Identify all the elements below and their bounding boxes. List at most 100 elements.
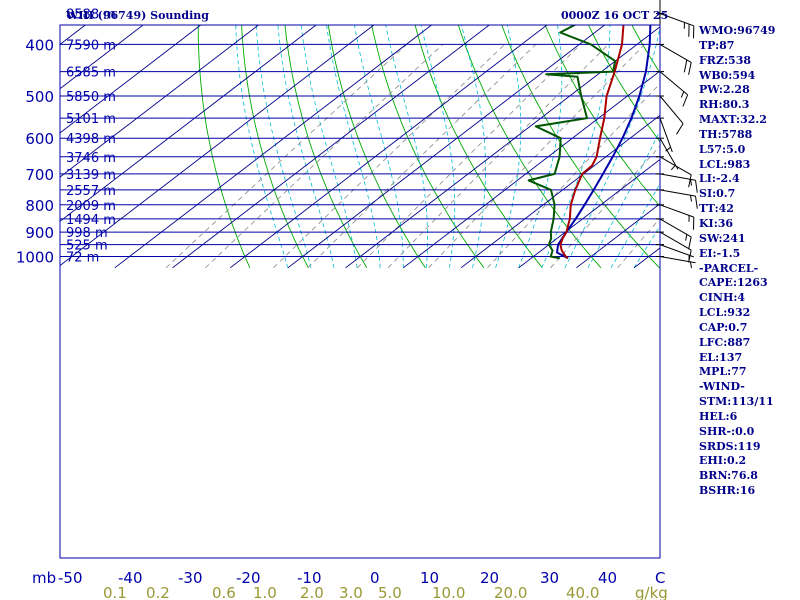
index-value: TT:42 xyxy=(699,202,734,216)
mixing-ratio-label: 0.6 xyxy=(212,584,236,600)
temperature-tick-label: -20 xyxy=(236,569,261,587)
isotherm xyxy=(172,25,490,269)
dry-adiabat xyxy=(197,25,251,268)
index-value: LCL:983 xyxy=(699,157,751,171)
dry-adiabat xyxy=(587,25,660,143)
mixing-ratio-line xyxy=(273,44,505,269)
temperature-tick-label: C xyxy=(655,569,665,587)
parcel-trace xyxy=(556,25,652,260)
wind-barb xyxy=(656,13,695,39)
isotherm xyxy=(518,158,660,269)
pressure-tick-label: 600 xyxy=(25,130,54,148)
dry-adiabat xyxy=(371,25,485,269)
isotherm xyxy=(287,25,606,269)
wind-barb-shaft xyxy=(659,117,673,153)
mixing-ratio-line xyxy=(387,44,609,269)
mixing-ratio-line xyxy=(357,44,581,269)
mixing-ratio-line xyxy=(487,83,660,269)
dry-adiabat xyxy=(241,25,309,269)
pressure-tick-label: 500 xyxy=(25,88,54,106)
index-value: SRDS:119 xyxy=(699,439,761,453)
height-label: 1494 m xyxy=(66,213,116,228)
index-value: KI:36 xyxy=(699,216,734,230)
stability-indices-panel: WMO:96749 TP:87 FRZ:538 WB0:594 PW:2.28 RH:80… xyxy=(699,24,799,499)
temperature-trace xyxy=(559,25,625,260)
height-label: 72 m xyxy=(66,251,99,266)
index-value: BSHR:16 xyxy=(699,484,756,498)
index-value: -PARCEL- xyxy=(699,261,759,275)
mixing-ratio-line xyxy=(307,44,537,269)
wind-barb-feather xyxy=(682,94,689,107)
plot-frame xyxy=(59,24,661,559)
temperature-tick-label: 30 xyxy=(540,569,559,587)
index-value: WB0:594 xyxy=(699,68,756,82)
dewpoint-trace xyxy=(527,25,617,260)
dry-adiabat xyxy=(501,25,660,269)
isotherm xyxy=(60,25,260,178)
index-value: MPL:77 xyxy=(699,365,747,379)
wind-barb-feather xyxy=(683,59,688,73)
index-value: CINH:4 xyxy=(699,291,746,305)
pressure-tick-label: 400 xyxy=(25,36,54,54)
mixing-ratio-label: 2.0 xyxy=(300,584,324,600)
index-value: LI:-2.4 xyxy=(699,172,740,186)
wind-barb-feather xyxy=(695,196,698,209)
moist-adiabat xyxy=(235,25,289,268)
height-label: 4398 m xyxy=(66,132,116,147)
isotherm xyxy=(114,25,433,269)
isotherm xyxy=(229,25,548,269)
dry-adiabat xyxy=(544,25,660,207)
wind-barb-shaft xyxy=(659,43,692,63)
mixing-ratio-label: 10.0 xyxy=(432,584,465,600)
height-label: 525 m xyxy=(66,239,108,254)
pressure-tick-label: 700 xyxy=(25,166,54,184)
wind-barb-shaft xyxy=(659,173,696,181)
temperature-tick-label: -40 xyxy=(118,569,143,587)
index-value: HEL:6 xyxy=(699,409,738,423)
dry-adiabat xyxy=(414,25,543,269)
isotherm xyxy=(60,25,375,267)
index-value: EI:-1.5 xyxy=(699,246,741,260)
wind-barb-shaft xyxy=(659,244,694,258)
height-label: 5101 m xyxy=(66,112,116,127)
mixing-ratio-line xyxy=(205,44,443,269)
wind-barb-shaft xyxy=(659,71,688,96)
wind-barb-half-feather xyxy=(670,164,676,171)
height-label: 8588 m xyxy=(66,8,116,23)
height-label: 2009 m xyxy=(66,199,116,214)
pressure-tick-label: 900 xyxy=(25,224,54,242)
index-value: SI:0.7 xyxy=(699,187,736,201)
wind-barb-half-feather xyxy=(690,179,692,186)
wind-barb-half-feather xyxy=(685,234,688,241)
index-value: TH:5788 xyxy=(699,127,753,141)
mixing-ratio-label: 0.1 xyxy=(103,584,127,600)
index-value: EL:137 xyxy=(699,350,743,364)
index-value: SHR-:0.0 xyxy=(699,424,755,438)
wind-barb-shaft xyxy=(659,204,694,218)
temperature-tick-label: -10 xyxy=(297,569,322,587)
height-label: 3746 m xyxy=(66,151,116,166)
index-value: LFC:887 xyxy=(699,335,751,349)
index-value: WMO:96749 xyxy=(699,24,776,37)
wind-barb xyxy=(656,218,692,250)
wind-barb xyxy=(656,43,692,75)
wind-barb xyxy=(656,71,689,107)
mixing-ratio-line xyxy=(165,44,408,269)
index-value: TP:87 xyxy=(699,38,735,52)
pressure-tick-label: 800 xyxy=(25,197,54,215)
index-value: STM:113/11 xyxy=(699,395,774,409)
mixing-ratio-label: 20.0 xyxy=(494,584,527,600)
wind-barb-shaft xyxy=(659,189,696,197)
wind-barb-shaft xyxy=(659,13,694,27)
dry-adiabat xyxy=(284,25,368,269)
index-value: MAXT:32.2 xyxy=(699,113,767,127)
wind-barb-half-feather xyxy=(690,195,692,202)
wind-barb-shaft xyxy=(659,218,692,238)
wind-barb-feather xyxy=(688,236,692,250)
height-label: 5850 m xyxy=(66,90,116,105)
wind-barb-shaft xyxy=(659,95,684,124)
wind-barb-feather xyxy=(688,249,692,263)
mixing-ratio-label: 5.0 xyxy=(378,584,402,600)
temperature-tick-label: -30 xyxy=(178,569,203,587)
